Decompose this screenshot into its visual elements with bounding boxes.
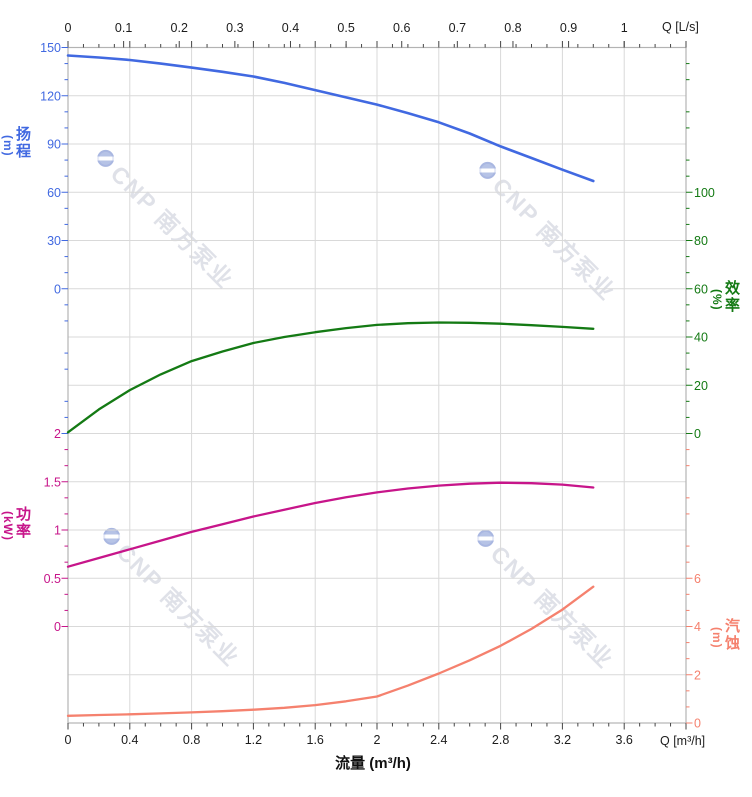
curve-npsh [66, 585, 595, 717]
svg-text:150: 150 [40, 41, 61, 55]
npsh-axis-unit: (m) [709, 627, 724, 649]
svg-text:0.8: 0.8 [183, 733, 200, 747]
svg-text:90: 90 [47, 138, 61, 152]
curve-efficiency [66, 321, 595, 434]
svg-text:1: 1 [621, 21, 628, 35]
svg-text:0: 0 [65, 21, 72, 35]
svg-text:2: 2 [694, 668, 701, 682]
power-axis-title-text: 功率 [14, 506, 31, 540]
power-axis-unit: (kW) [0, 511, 15, 541]
svg-text:3.2: 3.2 [554, 733, 571, 747]
svg-text:3.6: 3.6 [616, 733, 633, 747]
svg-text:60: 60 [47, 186, 61, 200]
svg-text:0.4: 0.4 [121, 733, 138, 747]
svg-text:1.5: 1.5 [44, 475, 61, 489]
svg-text:100: 100 [694, 186, 715, 200]
svg-text:20: 20 [694, 379, 708, 393]
svg-text:2.8: 2.8 [492, 733, 509, 747]
head-axis-title: 扬程 (m) [1, 126, 31, 160]
svg-text:30: 30 [47, 234, 61, 248]
svg-text:40: 40 [694, 331, 708, 345]
svg-text:0: 0 [54, 620, 61, 634]
head-axis-title-text: 扬程 [14, 126, 31, 160]
svg-text:120: 120 [40, 89, 61, 103]
svg-text:60: 60 [694, 282, 708, 296]
top-axis-unit-label: Q [L/s] [662, 20, 699, 34]
bottom-axis-unit-label: Q [m³/h] [660, 734, 706, 748]
head-axis-unit: (m) [0, 135, 15, 157]
efficiency-axis-title-text: 效率 [723, 280, 740, 314]
efficiency-axis-unit: (%) [709, 289, 724, 311]
svg-text:0.7: 0.7 [449, 21, 466, 35]
svg-text:0.1: 0.1 [115, 21, 132, 35]
svg-text:0.2: 0.2 [171, 21, 188, 35]
svg-text:0.8: 0.8 [504, 21, 521, 35]
svg-text:0.9: 0.9 [560, 21, 577, 35]
svg-text:0.3: 0.3 [226, 21, 243, 35]
svg-text:1: 1 [54, 524, 61, 538]
svg-text:2: 2 [374, 733, 381, 747]
svg-text:0: 0 [694, 717, 701, 731]
svg-text:0.5: 0.5 [44, 572, 61, 586]
svg-text:1.2: 1.2 [245, 733, 262, 747]
efficiency-axis-title: 效率 (%) [710, 280, 740, 314]
svg-text:0: 0 [65, 733, 72, 747]
svg-text:0.4: 0.4 [282, 21, 299, 35]
power-axis-title: 功率 (kW) [1, 505, 31, 541]
svg-text:0: 0 [694, 427, 701, 441]
npsh-axis-title: 汽蚀 (m) [710, 618, 740, 652]
npsh-axis-title-text: 汽蚀 [723, 618, 740, 652]
curve-head [66, 54, 595, 183]
svg-text:2: 2 [54, 427, 61, 441]
bottom-axis-title: 流量 (m³/h) [335, 755, 411, 772]
svg-text:80: 80 [694, 234, 708, 248]
svg-text:0.6: 0.6 [393, 21, 410, 35]
svg-text:1.6: 1.6 [307, 733, 324, 747]
curve-power [66, 481, 595, 568]
svg-text:0: 0 [54, 282, 61, 296]
svg-text:4: 4 [694, 620, 701, 634]
svg-text:2.4: 2.4 [430, 733, 447, 747]
svg-text:0.5: 0.5 [337, 21, 354, 35]
svg-text:6: 6 [694, 572, 701, 586]
